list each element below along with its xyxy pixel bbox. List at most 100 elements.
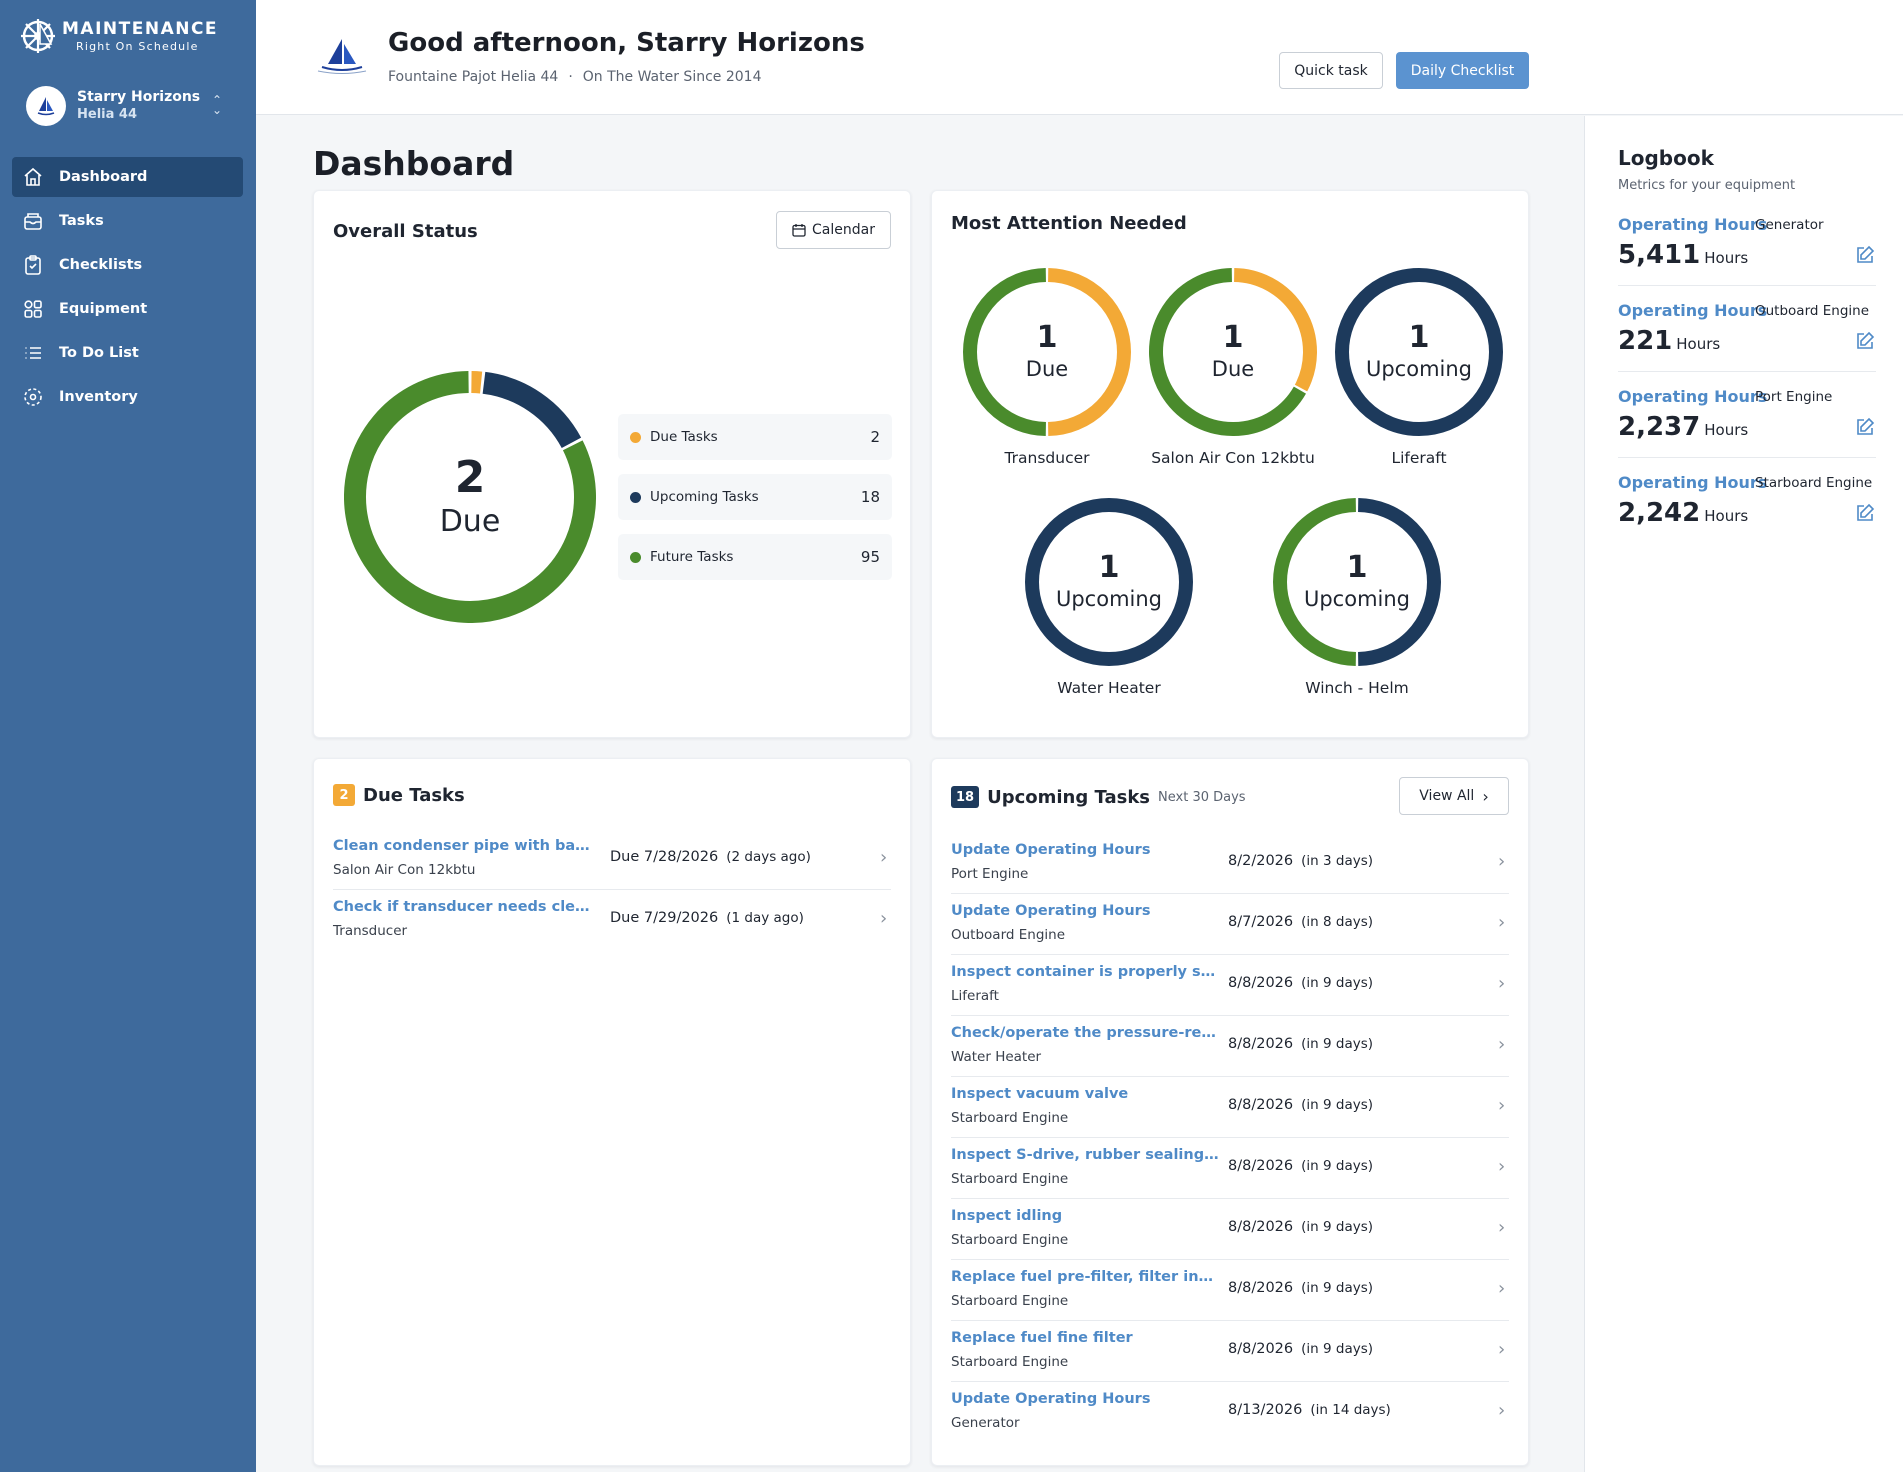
vessel-avatar	[26, 86, 66, 126]
legend-label: Future Tasks	[650, 549, 734, 565]
upcoming-task-row[interactable]: Check/operate the pressure-relief d... Wa…	[951, 1016, 1509, 1077]
ring-count: 1	[1098, 550, 1120, 585]
task-title-link[interactable]: Clean condenser pipe with barnacle ...	[333, 838, 595, 854]
task-title-link[interactable]: Inspect S-drive, rubber sealing betw...	[951, 1147, 1219, 1163]
ring-segment-rest	[1273, 498, 1357, 666]
task-title-link[interactable]: Update Operating Hours	[951, 903, 1151, 919]
view-all-button[interactable]: View All ›	[1399, 777, 1509, 815]
due-task-row[interactable]: Check if transducer needs cleaning Trans…	[333, 890, 891, 951]
task-title-link[interactable]: Check if transducer needs cleaning	[333, 899, 595, 915]
due-date: 8/8/2026	[1228, 1341, 1294, 1357]
logbook-item: Operating Hours Generator 5,411 Hours	[1618, 210, 1876, 286]
due-tasks-title: Due Tasks	[363, 784, 465, 806]
task-equipment: Port Engine	[951, 866, 1029, 882]
due-date: 8/2/2026	[1228, 853, 1294, 869]
upcoming-task-row[interactable]: Inspect container is properly secured...…	[951, 955, 1509, 1016]
legend-dot	[630, 431, 641, 443]
edit-icon[interactable]	[1854, 502, 1876, 524]
inbox-icon	[22, 210, 44, 232]
due-task-row[interactable]: Clean condenser pipe with barnacle ... S…	[333, 829, 891, 890]
overall-status-center: 2 Due	[344, 371, 596, 623]
legend-future-tasks[interactable]: Future Tasks 95	[618, 534, 892, 580]
chevron-right-icon: ›	[1498, 1156, 1506, 1177]
ring-equipment-name: Water Heater	[1057, 679, 1161, 697]
attention-ring-winch-helm[interactable]: 1 Upcoming	[1272, 497, 1442, 667]
edit-icon[interactable]	[1854, 416, 1876, 438]
sidebar-item-label: Inventory	[59, 389, 138, 405]
overall-status-card: Overall Status Calendar 2 Due Due Tasks …	[313, 190, 911, 738]
task-title-link[interactable]: Update Operating Hours	[951, 842, 1151, 858]
upcoming-task-row[interactable]: Update Operating Hours Port Engine 8/2/202…	[951, 833, 1509, 894]
task-equipment: Liferaft	[951, 988, 999, 1004]
attention-ring-transducer[interactable]: 1 Due	[962, 267, 1132, 437]
sidebar-item-equipment[interactable]: Equipment	[12, 289, 243, 329]
task-due-date: Due 7/28/2026 (2 days ago)	[610, 849, 811, 865]
task-due-date: 8/7/2026 (in 8 days)	[1228, 914, 1373, 930]
task-title-link[interactable]: Replace fuel fine filter	[951, 1330, 1133, 1346]
upcoming-task-row[interactable]: Inspect vacuum valve Starboard Engine 8/8/…	[951, 1077, 1509, 1138]
legend-due-tasks[interactable]: Due Tasks 2	[618, 414, 892, 460]
sailboat-icon	[37, 97, 55, 116]
ring-status: Upcoming	[1055, 587, 1163, 611]
chevron-right-icon: ›	[880, 847, 888, 868]
due-date: 8/8/2026	[1228, 1219, 1294, 1235]
calendar-icon	[792, 224, 806, 237]
logbook-metric: Operating Hours	[1618, 473, 1768, 492]
ring-status: Upcoming	[1365, 357, 1473, 381]
edit-icon[interactable]	[1854, 244, 1876, 266]
task-equipment: Salon Air Con 12kbtu	[333, 862, 476, 878]
calendar-button[interactable]: Calendar	[776, 211, 891, 249]
task-equipment: Starboard Engine	[951, 1110, 1069, 1126]
overall-status-donut	[344, 371, 596, 623]
task-title-link[interactable]: Inspect idling	[951, 1208, 1063, 1224]
upcoming-tasks-title: Upcoming Tasks	[987, 786, 1151, 808]
sidebar-item-inventory[interactable]: Inventory	[12, 377, 243, 417]
legend-value: 95	[860, 548, 880, 566]
relative-date: (in 9 days)	[1301, 1097, 1374, 1113]
attention-ring-salon-air-con[interactable]: 1 Due	[1148, 267, 1318, 437]
logbook-title: Logbook	[1618, 146, 1714, 170]
donut-slice-upcoming-tasks	[482, 371, 582, 449]
sidebar-item-todo[interactable]: To Do List	[12, 333, 243, 373]
upcoming-task-row[interactable]: Inspect idling Starboard Engine 8/8/2026 (i…	[951, 1199, 1509, 1260]
sidebar-item-dashboard[interactable]: Dashboard	[12, 157, 243, 197]
upcoming-task-row[interactable]: Replace fuel pre-filter, filter insert St…	[951, 1260, 1509, 1321]
daily-checklist-button[interactable]: Daily Checklist	[1396, 52, 1529, 89]
task-title-link[interactable]: Inspect container is properly secured...	[951, 964, 1219, 980]
logbook-value: 5,411	[1618, 240, 1701, 270]
sidebar-item-label: To Do List	[59, 345, 139, 361]
vessel-name: Starry Horizons	[77, 89, 201, 106]
donut-slice-future-tasks	[344, 371, 596, 623]
vessel-switcher[interactable]: Starry Horizons Helia 44 ⌃ ⌄	[26, 84, 232, 128]
task-equipment: Generator	[951, 1415, 1020, 1431]
boat-model: Fountaine Pajot Helia 44	[388, 69, 559, 85]
upcoming-task-row[interactable]: Replace fuel fine filter Starboard Engine…	[951, 1321, 1509, 1382]
task-equipment: Transducer	[333, 923, 408, 939]
ring-status: Due	[1025, 357, 1069, 381]
upcoming-task-row[interactable]: Update Operating Hours Outboard Engine 8/7…	[951, 894, 1509, 955]
sidebar-item-checklists[interactable]: Checklists	[12, 245, 243, 285]
quick-task-button[interactable]: Quick task	[1279, 52, 1383, 89]
brand[interactable]: MAINTENANCE Right On Schedule	[20, 18, 218, 54]
sidebar-item-tasks[interactable]: Tasks	[12, 201, 243, 241]
task-title-link[interactable]: Inspect vacuum valve	[951, 1086, 1129, 1102]
sidebar-nav: Dashboard Tasks Checklists Equipment To …	[12, 157, 243, 421]
logbook-unit: Hours	[1704, 421, 1749, 439]
task-equipment: Starboard Engine	[951, 1232, 1069, 1248]
attention-ring-liferaft[interactable]: 1 Upcoming	[1334, 267, 1504, 437]
chevron-up-down-icon[interactable]: ⌃ ⌄	[211, 93, 222, 117]
attention-ring-water-heater[interactable]: 1 Upcoming	[1024, 497, 1194, 667]
task-title-link[interactable]: Update Operating Hours	[951, 1391, 1151, 1407]
relative-date: (in 9 days)	[1301, 1036, 1374, 1052]
vessel-model: Helia 44	[77, 106, 137, 122]
grid-icon	[22, 298, 44, 320]
task-title-link[interactable]: Check/operate the pressure-relief d...	[951, 1025, 1219, 1041]
upcoming-task-row[interactable]: Update Operating Hours Generator 8/13/2026…	[951, 1382, 1509, 1443]
task-equipment: Starboard Engine	[951, 1293, 1069, 1309]
edit-icon[interactable]	[1854, 330, 1876, 352]
relative-date: (in 9 days)	[1301, 1280, 1374, 1296]
task-title-link[interactable]: Replace fuel pre-filter, filter insert	[951, 1269, 1219, 1285]
legend-upcoming-tasks[interactable]: Upcoming Tasks 18	[618, 474, 892, 520]
upcoming-task-row[interactable]: Inspect S-drive, rubber sealing betw... S…	[951, 1138, 1509, 1199]
ring-segment-main	[1047, 268, 1131, 436]
